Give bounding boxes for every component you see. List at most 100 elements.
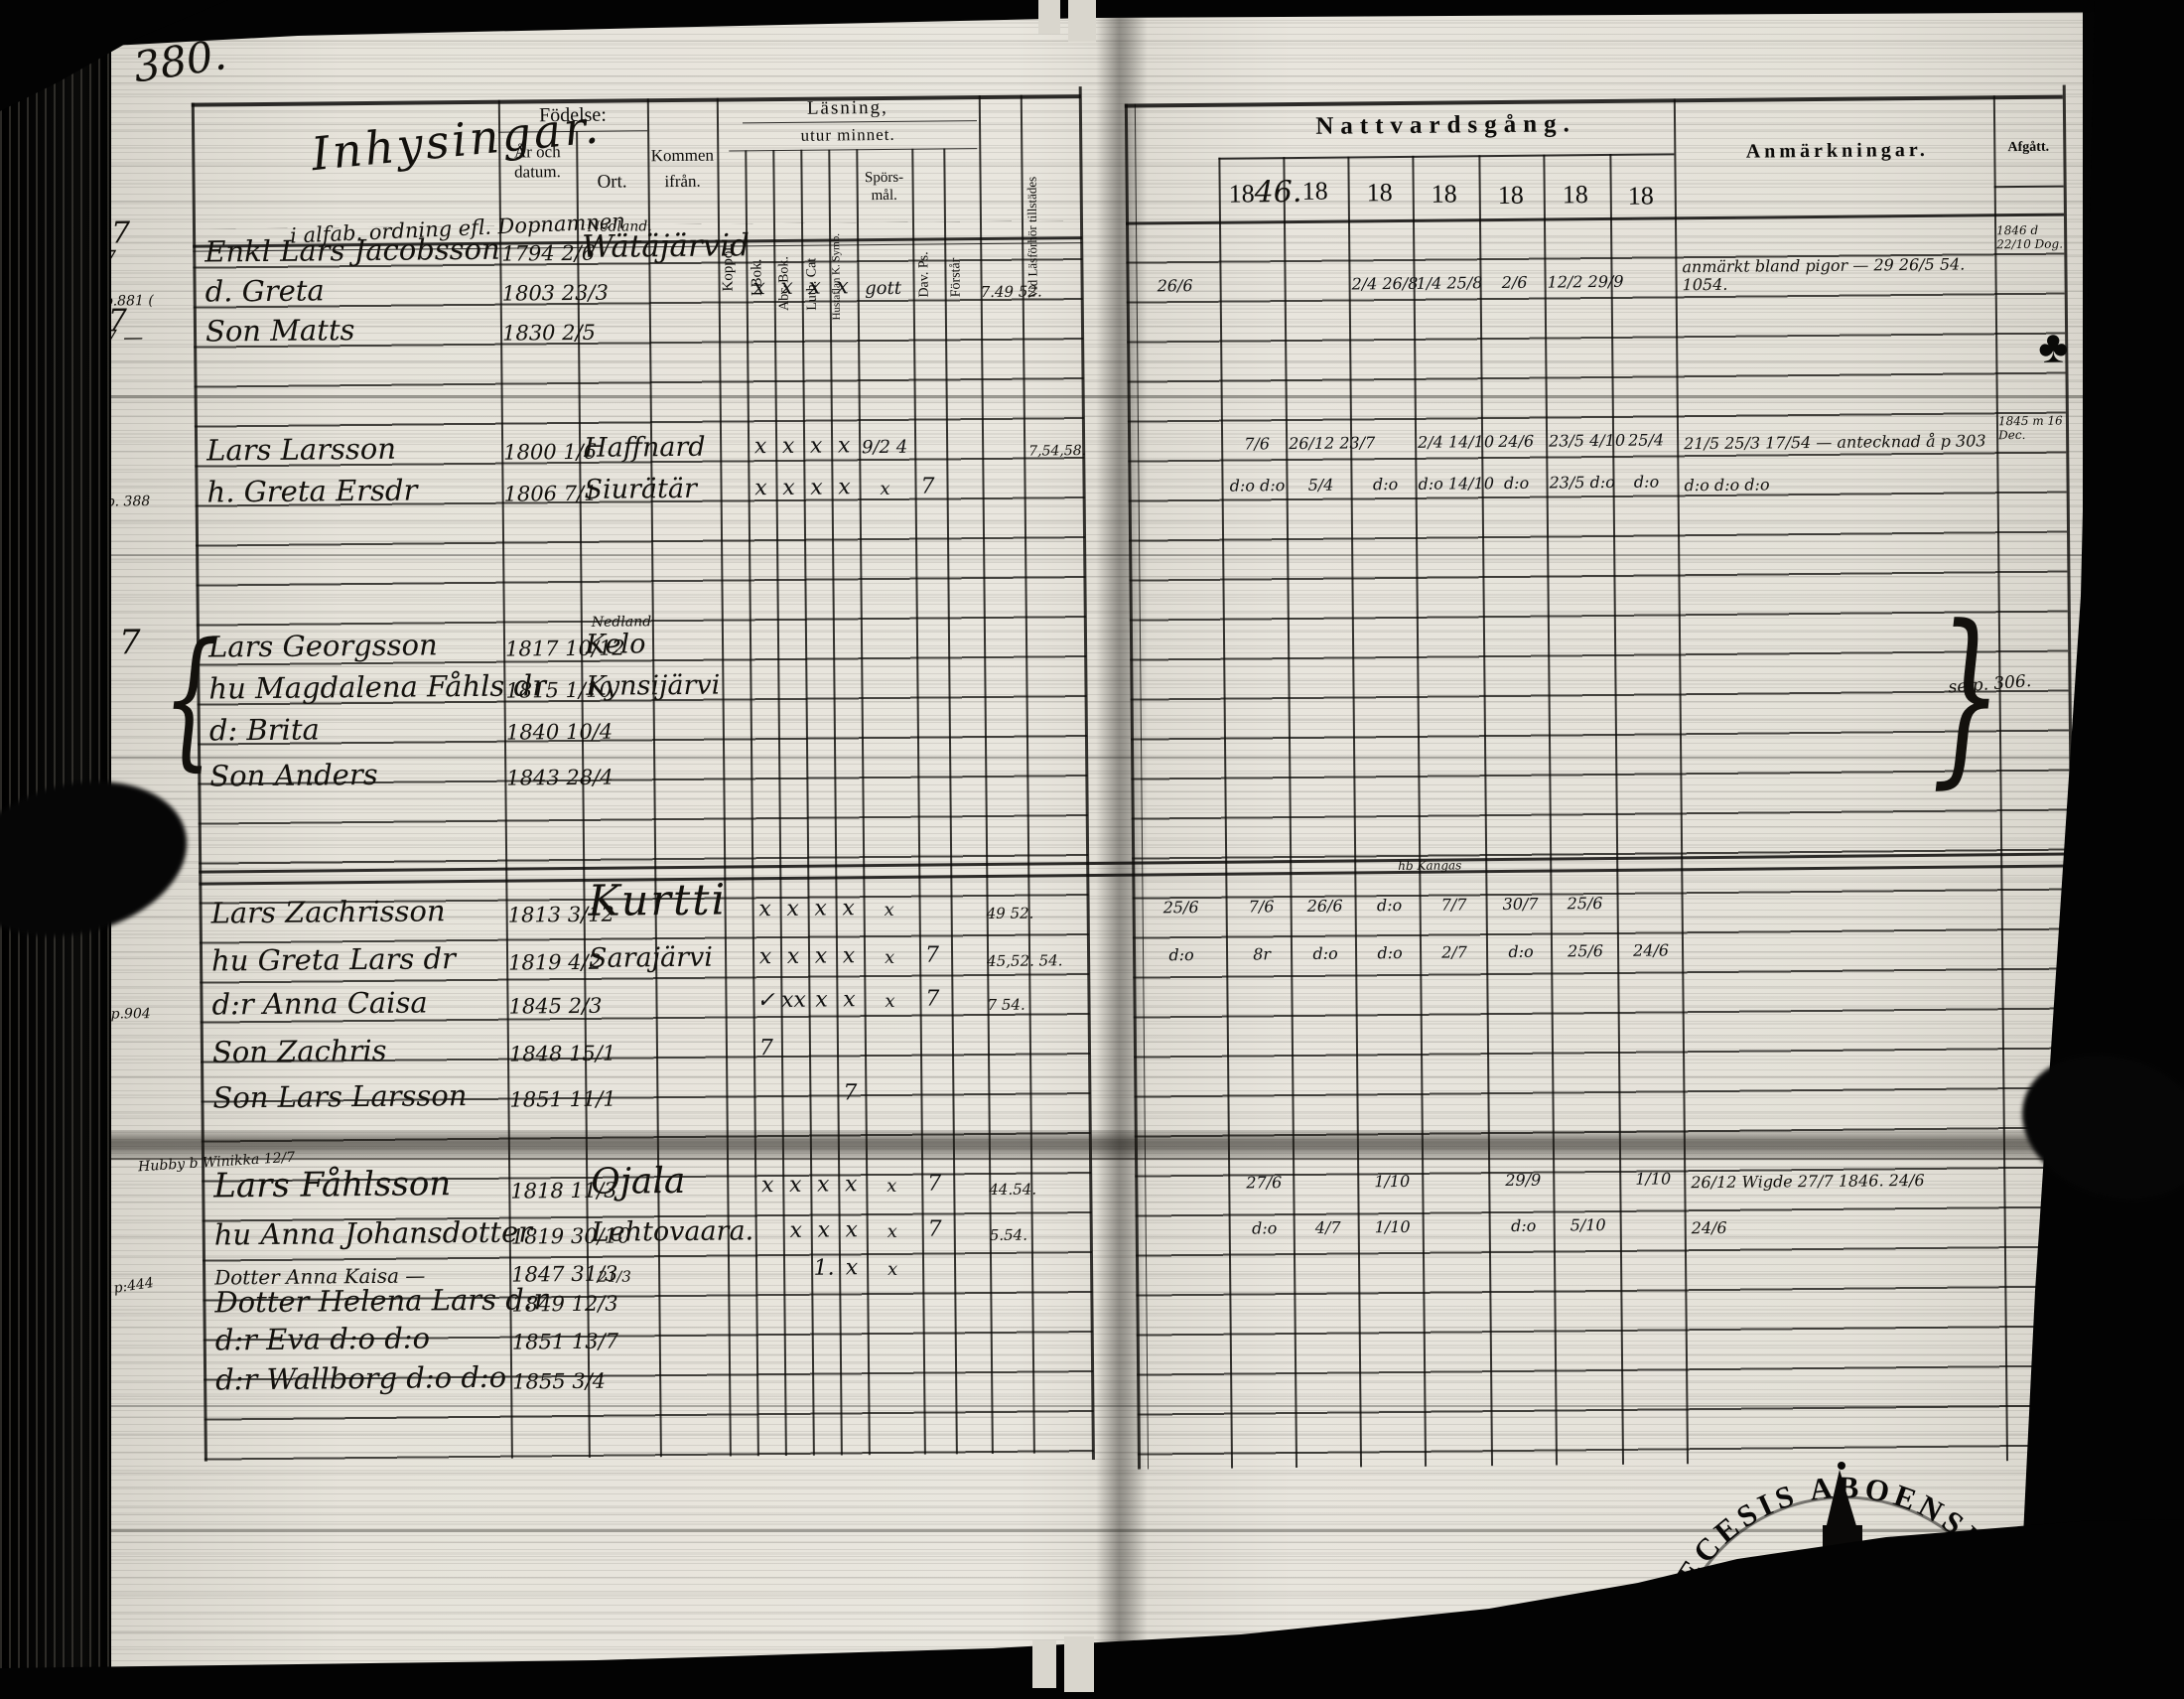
mark-cell: [862, 1105, 921, 1106]
person-name: Son Zachris: [211, 1033, 387, 1069]
mark-cell: 23/5 d:o: [1549, 472, 1615, 493]
mark-cell: [861, 1060, 920, 1061]
mark-cell: 5/10: [1570, 1215, 1606, 1235]
person-name: Son Anders: [209, 757, 378, 793]
mark-cell: [1288, 293, 1351, 294]
birth-header: Födelse:: [538, 103, 607, 127]
mark-cell: 25/4: [1628, 430, 1665, 450]
mark-cell: x: [781, 433, 795, 459]
row-margin: 7 —: [103, 325, 144, 350]
birth-date: 1855 3/4: [512, 1368, 607, 1394]
person-name: Lars Fåhlsson: [213, 1164, 452, 1206]
mark-cell: x: [758, 944, 772, 970]
mark-cell: ✓: [756, 988, 775, 1014]
film-sprocket-tab: [1038, 0, 1060, 34]
mark-cell: 7: [758, 1036, 774, 1062]
mark-cell: 4/7: [1314, 1217, 1341, 1237]
film-scratch: [107, 554, 2083, 556]
mark-cell: 2/4 26/8: [1351, 273, 1419, 294]
film-sprocket-tab: [1064, 1636, 1094, 1692]
reading-title: Läsning,: [806, 96, 888, 119]
mark-cell: 26/6: [1306, 896, 1343, 916]
mark-cell: x: [760, 1173, 774, 1199]
mark-cell: x: [880, 478, 890, 500]
departed-note: 1846 d 22/10 Dog.: [1996, 222, 2064, 252]
mark-cell: 1/10: [1374, 1216, 1411, 1237]
remark: d:o d:o d:o: [1684, 475, 1770, 496]
mark-cell: x: [885, 990, 895, 1013]
mark-cell: x: [814, 896, 827, 921]
mark-cell: 9/2 4: [861, 436, 908, 459]
mark-cell: 30/7: [1502, 894, 1539, 915]
mark-cell: 2/6: [1501, 272, 1528, 293]
mark-cell: [1141, 1193, 1226, 1194]
birth-date: 1830 2/5: [501, 320, 597, 346]
year-blank: 18: [1302, 177, 1328, 207]
mark-cell: 7: [920, 474, 935, 499]
mark-cell: 25/6: [1162, 897, 1199, 918]
person-name: Enkl Lars Jacobsson: [205, 231, 500, 269]
mark-cell: 1/10: [1374, 1171, 1411, 1192]
film-scratch: [107, 1158, 2083, 1160]
mark-cell: 7/6: [1244, 434, 1271, 454]
birth-col-date: År och datum.: [513, 142, 561, 182]
mark-cell: 7: [843, 1080, 858, 1106]
remark: anmärkt bland pigor — 29 26/5 54. 1054.: [1682, 254, 1966, 295]
birth-date: 1845 2/3: [508, 993, 603, 1019]
person-name: d. Greta: [205, 273, 325, 309]
mark-cell: d:o: [1312, 943, 1338, 963]
birth-date: 1803 23/3: [501, 280, 610, 306]
mark-cell: d:o: [1510, 1215, 1537, 1235]
year-blank: 18: [1498, 181, 1524, 211]
mark-cell: 24/6: [1632, 940, 1670, 960]
mark-cell: x: [753, 434, 767, 460]
mark-cell: 27/6: [1246, 1173, 1283, 1193]
person-name: Son Matts: [205, 313, 355, 349]
mark-cell: x: [887, 1220, 897, 1242]
grid-line: [1993, 185, 2064, 189]
year-blank: 18: [1432, 179, 1457, 209]
year-printed: 18: [1301, 176, 1328, 206]
mark-cell: d:o: [1508, 941, 1534, 961]
birth-date: 1813 3/12: [507, 902, 615, 927]
person-name: d:r Wallborg d:o d:o: [214, 1359, 507, 1397]
birth-date: 1843 28/4: [506, 765, 614, 790]
year-printed: 18: [1431, 179, 1457, 209]
mark-cell: d:o: [1372, 475, 1399, 495]
mark-cell: [1296, 1191, 1359, 1192]
film-scratch: [107, 1405, 2083, 1407]
reading-subtitle: utur minnet.: [800, 124, 895, 145]
binding-shadow: [1096, 6, 1148, 1660]
mark-cell: 25/6: [1567, 894, 1603, 914]
mark-cell: x: [788, 1172, 802, 1198]
mark-cell: gott: [865, 277, 902, 300]
film-scratch: [107, 757, 2083, 759]
mark-cell: x: [809, 433, 823, 459]
page-fold-shadow: [107, 1130, 2083, 1160]
film-sprocket-tab: [1032, 1640, 1056, 1688]
mark-cell: x: [789, 1217, 803, 1243]
mark-cell: 5/4: [1307, 475, 1334, 495]
mark-cell: x: [752, 275, 765, 301]
kommen-header: Kommen ifrån.: [650, 145, 715, 192]
mark-cell: d:o: [1376, 896, 1403, 916]
year-printed: 18: [1228, 179, 1255, 209]
birth-date: 1819 4/2: [508, 949, 603, 975]
mark-cell: x: [782, 475, 795, 500]
kangas-note: hb Kangas: [1398, 858, 1462, 874]
mark-cell: x: [808, 274, 821, 300]
mark-cell: x: [817, 1217, 831, 1243]
grid-line: [1124, 94, 2063, 108]
mark-cell: d:o: [1168, 945, 1194, 965]
attendance-note: 44.54.: [989, 1180, 1037, 1200]
mark-cell: 7: [927, 1171, 942, 1197]
mark-cell: x: [810, 475, 823, 500]
mark-cell: 7/6: [1248, 897, 1275, 917]
birth-place: Kelo: [585, 629, 646, 660]
film-scratch: [107, 1529, 2083, 1532]
row-margin: p.904: [110, 1006, 151, 1023]
year-printed: 18: [1627, 181, 1654, 211]
mark-cell: x: [754, 476, 767, 501]
year-printed: 18: [1497, 180, 1524, 211]
